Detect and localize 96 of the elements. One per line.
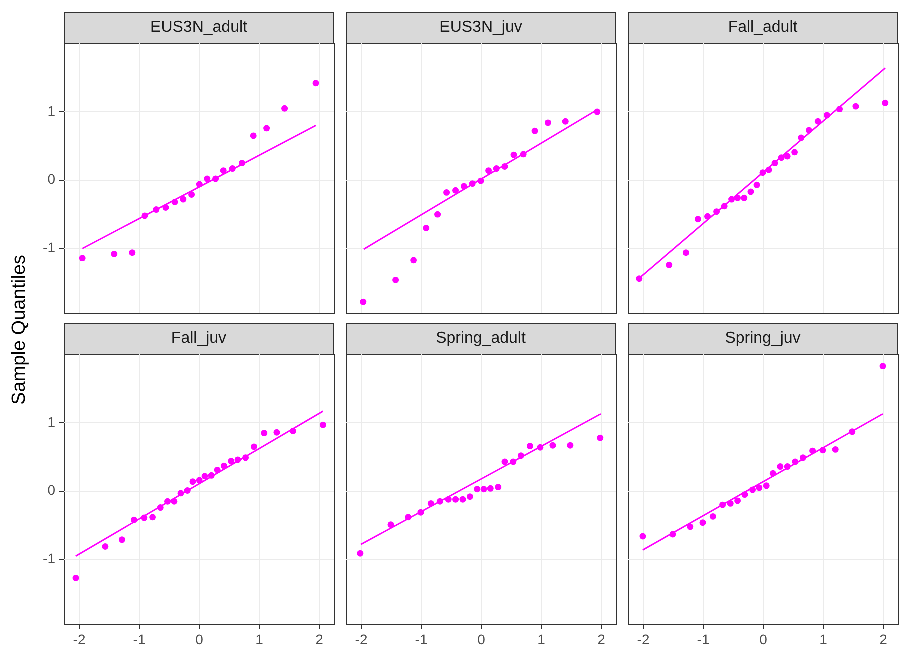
point xyxy=(832,446,839,453)
point xyxy=(748,188,754,196)
point xyxy=(274,429,280,436)
point xyxy=(320,422,326,428)
point xyxy=(188,192,196,198)
point xyxy=(261,430,268,437)
x-tick-label: -2 xyxy=(637,632,650,648)
point xyxy=(550,442,556,449)
point xyxy=(360,298,367,306)
point xyxy=(792,149,798,156)
x-tick-label: -2 xyxy=(73,632,86,648)
x-tick-label: 1 xyxy=(256,632,264,648)
point xyxy=(734,498,742,504)
point xyxy=(180,196,187,203)
x-tick-label: 1 xyxy=(820,632,828,648)
chart-title: Spring_juv xyxy=(628,323,898,355)
point xyxy=(814,118,822,125)
x-tick-label: 1 xyxy=(538,632,546,648)
x-tick-label: 2 xyxy=(316,632,324,648)
point xyxy=(357,550,364,557)
point xyxy=(392,276,400,284)
point xyxy=(640,533,646,540)
x-tick-label: 2 xyxy=(598,632,606,648)
point xyxy=(250,444,258,450)
point xyxy=(502,458,508,466)
y-tick-label: -1 xyxy=(43,550,56,567)
point xyxy=(486,168,492,174)
point xyxy=(228,458,235,465)
point xyxy=(202,473,208,480)
x-tick-label: 2 xyxy=(880,632,888,648)
point xyxy=(129,250,136,256)
chart-title: EUS3N_juv xyxy=(346,12,616,44)
point xyxy=(79,255,86,262)
point xyxy=(694,216,702,223)
point xyxy=(452,187,460,194)
point xyxy=(741,194,748,202)
point xyxy=(532,128,538,134)
point xyxy=(526,443,534,450)
point xyxy=(474,486,481,493)
point xyxy=(444,189,450,196)
y-tick-label: 1 xyxy=(48,102,56,119)
y-axis-title: Sample Quantiles xyxy=(9,255,31,405)
point xyxy=(264,125,270,132)
x-tick-label: 0 xyxy=(196,632,204,648)
y-tick-label: 1 xyxy=(48,414,56,430)
point xyxy=(410,257,418,264)
point xyxy=(190,478,196,486)
point xyxy=(756,484,763,492)
chart-title: Fall_adult xyxy=(628,12,898,44)
point xyxy=(754,182,760,188)
x-tick-label: 0 xyxy=(760,632,768,648)
x-tick-label: 0 xyxy=(478,632,486,648)
chart-title: Spring_adult xyxy=(346,323,616,355)
x-tick-label: -1 xyxy=(697,632,710,648)
point xyxy=(666,262,673,268)
point xyxy=(567,442,574,449)
point xyxy=(882,100,889,106)
chart-title: Fall_juv xyxy=(64,323,334,355)
point xyxy=(466,494,474,500)
point xyxy=(220,168,227,174)
x-tick-label: -2 xyxy=(355,632,368,648)
point xyxy=(777,464,784,470)
point xyxy=(250,132,257,140)
y-tick-label: -1 xyxy=(43,240,56,256)
point xyxy=(510,152,518,158)
point xyxy=(111,250,118,258)
point xyxy=(460,496,466,503)
point xyxy=(682,250,690,256)
point xyxy=(423,225,430,232)
point xyxy=(636,276,643,282)
point xyxy=(880,363,886,370)
point xyxy=(102,544,109,550)
point xyxy=(495,484,502,491)
point xyxy=(487,485,494,492)
point xyxy=(452,496,460,503)
point xyxy=(480,486,488,493)
point xyxy=(700,520,706,526)
point xyxy=(763,482,770,490)
y-tick-label: 0 xyxy=(48,171,56,188)
point xyxy=(562,118,569,125)
point xyxy=(72,574,80,582)
point xyxy=(852,103,860,110)
point xyxy=(434,211,442,218)
x-tick-label: -1 xyxy=(133,632,146,648)
point xyxy=(282,105,288,112)
chart-title: EUS3N_adult xyxy=(64,12,334,44)
point xyxy=(204,176,211,182)
point xyxy=(544,120,552,126)
point xyxy=(597,434,604,442)
point xyxy=(784,153,791,160)
x-tick-label: -1 xyxy=(415,632,428,648)
point xyxy=(118,536,126,544)
point xyxy=(710,513,716,520)
y-tick-label: 0 xyxy=(48,482,56,498)
point xyxy=(150,514,156,521)
point xyxy=(312,80,320,87)
